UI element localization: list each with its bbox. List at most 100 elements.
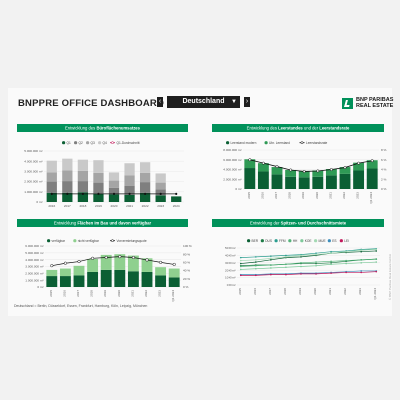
rent-point-hh: [330, 260, 332, 263]
y-tick-label: 8.000.000 m²: [223, 148, 241, 152]
rent-point-mue: [239, 259, 242, 262]
y2-tick-label: 60 %: [183, 261, 190, 265]
prev-country-arrow-icon[interactable]: ‹: [157, 97, 163, 107]
bar-q2: [124, 185, 135, 195]
rent-point-lei: [315, 273, 317, 275]
y2-tick-label: 20 %: [183, 277, 190, 281]
bar-q1: [155, 195, 166, 202]
x-tick-label: 2016: [253, 288, 257, 295]
bar-series-1: [366, 168, 378, 189]
rent-point-lei: [360, 271, 362, 274]
y-tick-label: 2.000.000 m²: [25, 271, 43, 275]
x-tick-label: 2023: [356, 192, 360, 199]
bar-q4: [77, 159, 89, 171]
x-tick-label: 2018: [90, 290, 94, 297]
x-tick-label: 2016: [260, 192, 264, 199]
rent-point-hh: [360, 259, 362, 261]
legend-label: nicht verfügbar: [78, 239, 100, 243]
rent-point-ber: [270, 259, 272, 261]
y-tick-label: 0 m²: [36, 200, 42, 204]
avg-point: [97, 192, 100, 195]
x-tick-label: 2017: [268, 288, 272, 295]
country-select[interactable]: Deutschland ▼: [167, 96, 240, 108]
quote-point: [159, 260, 163, 264]
legend-label: Q1: [67, 141, 71, 145]
x-tick-label: 2023: [358, 288, 362, 295]
bar-series-2: [46, 269, 58, 277]
legend-label: Q4: [103, 141, 107, 145]
chart-title: Entwicklung des Büroflächenumsatzes: [65, 126, 141, 131]
legend-label: Vorvermietungsquote: [117, 239, 147, 243]
bar-q3: [108, 180, 120, 188]
x-tick-label: 2022: [144, 290, 148, 297]
quote-point: [104, 255, 108, 260]
country-selector[interactable]: ‹ Deutschland ▼ ›: [157, 96, 250, 108]
rent-point-lei: [239, 274, 242, 277]
y2-tick-label: 0 %: [381, 187, 387, 191]
x-tick-label: 2021: [328, 288, 332, 295]
bar-series-2: [87, 258, 99, 272]
quote-point: [131, 255, 135, 260]
x-tick-label: 2022: [142, 204, 149, 208]
legend-marker: [111, 141, 114, 145]
rent-point-ffm: [285, 254, 287, 257]
chart-im-bau: verfügbar nicht verfügbar Vorvermietungsqu…: [25, 239, 192, 302]
page-title: BNPPRE OFFICE DASHBOARD Q1 2024: [18, 98, 205, 109]
bar-q3: [124, 175, 135, 186]
bar-q3: [139, 172, 151, 183]
rent-line-lei: [240, 271, 377, 276]
avg-point: [50, 192, 53, 195]
rate-point: [316, 169, 320, 173]
legend-swatch: [73, 239, 77, 243]
x-tick-label: 2018: [288, 192, 292, 199]
y2-tick-label: 4 %: [381, 168, 387, 172]
x-tick-label: 2017: [76, 290, 80, 297]
rate-point: [302, 170, 306, 173]
next-country-arrow-icon[interactable]: ›: [244, 97, 250, 107]
bar-series-1: [155, 275, 167, 287]
bnp-logo-icon: [342, 97, 353, 109]
y-tick-label: 4.000.000 m²: [24, 159, 42, 163]
brand-logo: BNP PARIBAS REAL ESTATE: [342, 97, 393, 109]
rent-point-hh: [285, 263, 287, 266]
chart-title-part: Büroflächenumsatzes: [96, 126, 140, 131]
bar-series-1: [298, 177, 310, 189]
legend-label: KOE: [305, 239, 312, 243]
bar-q4: [93, 160, 104, 173]
chart-title-part: Leerstandes: [278, 126, 303, 131]
bar-series-2: [325, 169, 337, 176]
rent-point-hh: [270, 264, 272, 266]
bar-series-2: [155, 267, 167, 276]
x-tick-label: 2023: [158, 290, 162, 297]
rate-point: [248, 158, 252, 162]
bar-series-1: [325, 175, 337, 189]
rent-point-koe: [270, 267, 272, 269]
x-tick-label: 2015: [238, 288, 242, 295]
y-tick-label: 20 €/m²: [225, 268, 236, 272]
rent-point-koe: [315, 264, 317, 267]
legend-swatch: [274, 239, 278, 243]
bar-q3: [77, 170, 89, 182]
bar-q2: [62, 181, 73, 193]
rent-point-ffm: [315, 252, 317, 254]
rate-point: [329, 168, 333, 171]
rent-point-mue: [345, 250, 347, 253]
y-tick-label: 6.000.000 m²: [25, 244, 43, 248]
y2-tick-label: 0 %: [183, 285, 189, 289]
rent-point-ffm: [239, 256, 242, 259]
rent-point-mue: [300, 254, 302, 257]
chart-header-3: Entwicklung Flächen im Bau und davon ver…: [17, 219, 188, 227]
bar-q2: [139, 182, 151, 193]
y2-tick-label: 40 %: [183, 269, 190, 273]
chart-title-part: Flächen im Bau und davon verfügbar: [77, 221, 151, 226]
chart-header-2: Entwicklung des Leerstandes und der Leer…: [212, 124, 384, 132]
rent-line-koe: [240, 261, 377, 270]
chart-umsatz: Q1 Q2 Q3 Q4 Q1-Durchschnitt 0 m² 1.000.000 m² 2…: [24, 141, 184, 208]
rent-point-lei: [300, 273, 302, 275]
y-tick-label: 2.000.000 m²: [24, 180, 42, 184]
rent-point-lei: [375, 270, 378, 273]
rent-line-es: [240, 270, 377, 275]
x-tick-label: Q1 2024: [369, 192, 373, 204]
x-tick-label: Q1 2024: [171, 290, 175, 302]
